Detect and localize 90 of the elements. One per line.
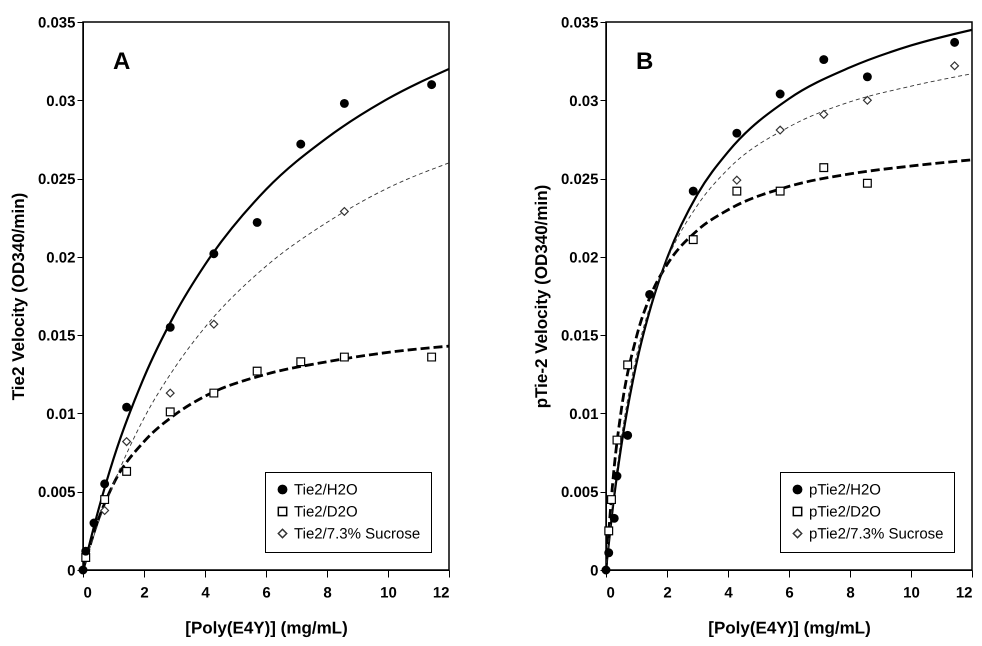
x-tick-label: 10 [903, 584, 920, 602]
y-tick-label: 0.035 [560, 14, 598, 32]
point [862, 72, 872, 82]
x-tick-label: 2 [140, 584, 149, 602]
legend-label: Tie2/7.3% Sucrose [294, 526, 420, 542]
point [209, 249, 218, 258]
point [81, 546, 90, 556]
y-tick-label: 0.025 [560, 171, 598, 188]
point [604, 548, 614, 558]
point [950, 38, 960, 47]
y-tick-label: 0 [590, 562, 598, 580]
y-tick-label: 0 [67, 562, 76, 580]
point [340, 206, 349, 216]
point [100, 506, 110, 515]
annotation: B [636, 48, 654, 75]
y-axis-title: Tie2 Velocity (OD340/min) [8, 192, 28, 400]
point [862, 96, 872, 105]
point [166, 388, 175, 398]
point [100, 495, 110, 504]
point [340, 352, 349, 362]
y-tick-label: 0.015 [560, 328, 598, 345]
y-axis-title: pTie-2 Velocity (OD340/min) [532, 184, 551, 408]
y-tick-label: 0.03 [46, 92, 76, 110]
y-tick-label: 0.01 [46, 406, 76, 423]
point [819, 55, 828, 64]
point [90, 518, 98, 528]
point [950, 61, 960, 70]
point [732, 128, 742, 138]
point [209, 320, 218, 329]
x-axis-title: [Poly(E4Y)] (mg/mL) [708, 618, 871, 638]
x-tick-label: 8 [846, 584, 855, 602]
annotation: A [113, 48, 130, 75]
x-tick-label: 6 [262, 584, 271, 602]
point [604, 526, 614, 536]
point [688, 235, 698, 244]
y-tick-label: 0.035 [38, 14, 76, 32]
point [776, 90, 785, 98]
point [819, 110, 828, 119]
x-tick-label: 12 [432, 584, 450, 602]
point [732, 176, 742, 185]
point [776, 186, 785, 196]
point [776, 126, 785, 135]
legend-label: pTie2/H2O [809, 482, 881, 498]
point [252, 366, 262, 376]
x-tick-label: 8 [323, 584, 332, 602]
y-tick-label: 0.005 [38, 484, 76, 502]
legend-label: pTie2/D2O [809, 504, 881, 520]
point [296, 357, 306, 366]
point [296, 140, 306, 149]
point [209, 388, 218, 398]
point [732, 186, 742, 196]
x-tick-label: 4 [201, 584, 210, 602]
legend-label: Tie2/D2O [294, 504, 358, 520]
x-axis-title: [Poly(E4Y)] (mg/mL) [185, 618, 348, 638]
point [427, 352, 436, 362]
y-tick-label: 0.02 [569, 249, 598, 266]
point [688, 186, 698, 196]
x-tick-label: 4 [724, 584, 734, 602]
point [610, 514, 619, 523]
point [166, 322, 175, 332]
point [645, 290, 654, 299]
point [122, 437, 132, 446]
point [427, 80, 436, 90]
y-tick-label: 0.015 [38, 328, 76, 345]
point [166, 407, 175, 416]
point [819, 163, 828, 172]
point [607, 495, 616, 504]
y-tick-label: 0.02 [46, 249, 76, 266]
point [100, 479, 110, 488]
y-tick-label: 0.03 [569, 92, 598, 110]
point [623, 430, 632, 440]
point [623, 360, 632, 370]
point [122, 402, 132, 412]
legend-label: pTie2/7.3% Sucrose [809, 526, 944, 542]
x-tick-label: 6 [785, 584, 794, 602]
legend-label: Tie2/H2O [294, 482, 358, 498]
point [612, 436, 622, 445]
point [340, 98, 349, 108]
x-tick-label: 0 [84, 584, 92, 602]
point [252, 218, 262, 227]
y-tick-label: 0.005 [560, 484, 598, 502]
y-tick-label: 0.025 [38, 171, 76, 188]
point [612, 472, 622, 481]
y-tick-label: 0.01 [569, 406, 598, 423]
x-tick-label: 2 [663, 584, 672, 602]
point [122, 466, 132, 476]
point [862, 178, 872, 188]
x-tick-label: 10 [380, 584, 397, 602]
x-tick-label: 0 [606, 584, 615, 602]
x-tick-label: 12 [956, 584, 972, 602]
